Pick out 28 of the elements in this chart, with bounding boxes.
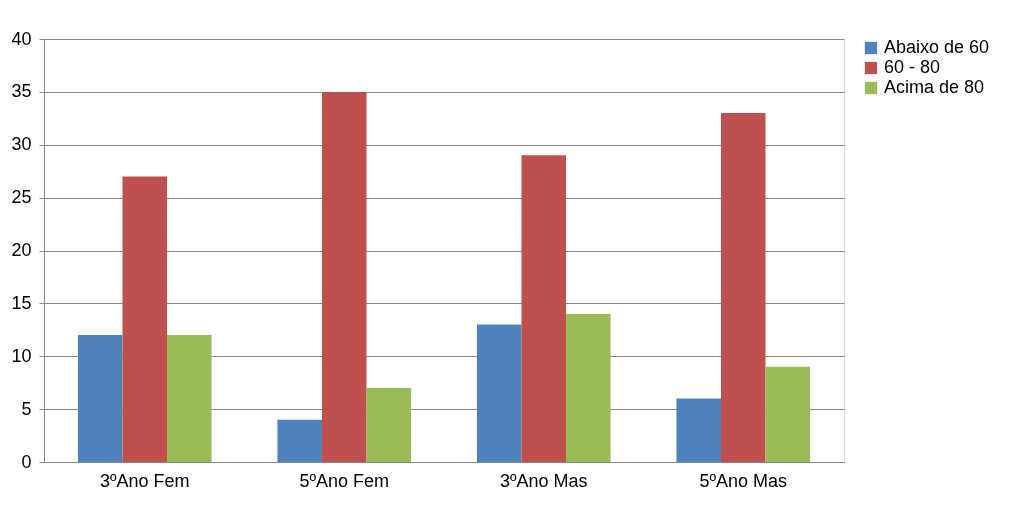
bar: [765, 366, 811, 462]
bar: [277, 419, 322, 462]
legend-label: Abaixo de 60: [884, 37, 990, 57]
bar: [77, 335, 123, 462]
bar: [476, 324, 522, 462]
y-tick-label: 0: [21, 451, 32, 472]
bar: [321, 91, 367, 462]
bar: [720, 113, 766, 462]
bar: [122, 176, 168, 462]
y-tick-label: 30: [11, 134, 32, 155]
bar: [366, 387, 412, 462]
y-tick-label: 20: [11, 240, 32, 260]
x-tick-label: 3ºAno Mas: [499, 470, 588, 491]
y-tick-label: 35: [11, 81, 32, 102]
y-tick-label: 10: [11, 345, 32, 366]
x-tick-label: 5ºAno Mas: [699, 470, 788, 491]
x-tick-label: 5ºAno Fem: [299, 470, 390, 491]
y-tick-label: 5: [21, 398, 32, 419]
y-tick-label: 40: [11, 28, 32, 49]
x-tick-label: 3ºAno Fem: [99, 470, 190, 491]
bar: [566, 313, 611, 462]
bar: [167, 335, 212, 462]
bar: [676, 398, 721, 462]
y-tick-label: 25: [11, 187, 32, 208]
y-tick-label: 15: [11, 292, 32, 313]
legend-label: 60 - 80: [884, 57, 941, 77]
bar: [521, 155, 567, 462]
legend-label: Acima de 80: [884, 77, 985, 97]
